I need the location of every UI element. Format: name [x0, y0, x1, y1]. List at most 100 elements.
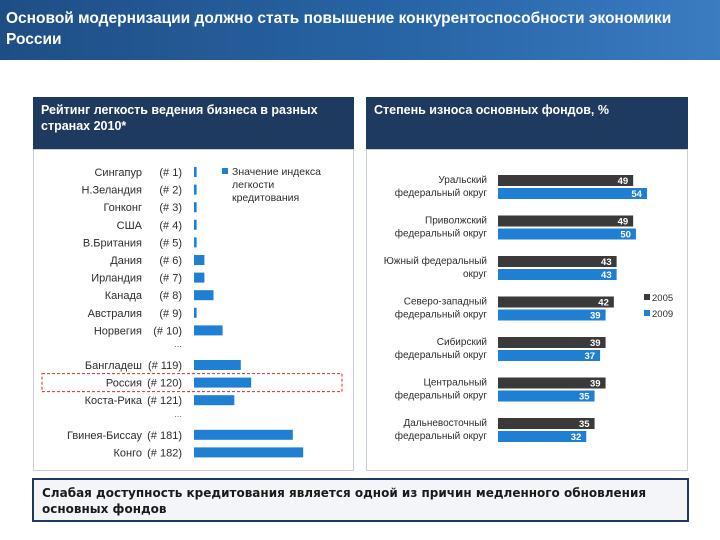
bar-value-label: 35	[579, 392, 590, 403]
country-label: В.Британия	[83, 237, 142, 249]
bar-value-label: 49	[618, 176, 629, 187]
legend-label: 2009	[652, 309, 673, 320]
rank-label: (# 119)	[148, 360, 182, 372]
region-label: федеральный округ	[395, 390, 488, 402]
gap-marker: ...	[174, 409, 182, 419]
region-label: федеральный округ	[395, 228, 488, 240]
bar-value-label: 39	[590, 379, 601, 390]
legend-label: Значение индекса	[232, 166, 321, 178]
rank-label: (# 3)	[159, 202, 182, 214]
region-label: федеральный округ	[395, 309, 488, 321]
rank-label: (# 1)	[159, 167, 182, 179]
country-label: Россия	[106, 378, 142, 390]
rank-label: (# 6)	[159, 255, 182, 267]
region-bar-2009	[498, 431, 587, 442]
rank-label: (# 10)	[153, 325, 182, 337]
region-label: Уральский	[438, 175, 487, 186]
bar-value-label: 42	[598, 298, 609, 309]
ease-of-business-chart: Сингапур (# 1) Н.Зеландия (# 2) Гонконг (# 3)…	[41, 166, 343, 459]
region-bar-2005	[498, 337, 606, 348]
bar-value-label: 43	[601, 270, 612, 281]
region-label: Южный федеральный	[384, 255, 487, 267]
region-bar-2009	[498, 309, 606, 321]
country-label: Коста-Рика	[85, 395, 143, 407]
conclusion-box: Слабая доступность кредитования является…	[32, 478, 689, 522]
rank-label: (# 9)	[159, 308, 182, 320]
region-label: федеральный округ	[395, 187, 488, 199]
country-bar	[194, 255, 205, 265]
bar-value-label: 43	[601, 257, 612, 268]
country-bar	[194, 325, 223, 336]
header-bar: Основой модернизации должно стать повыше…	[0, 0, 720, 60]
country-bar	[194, 447, 304, 458]
rank-label: (# 8)	[159, 290, 182, 302]
rank-label: (# 181)	[147, 430, 182, 442]
legend-label: 2005	[652, 293, 673, 304]
region-bar-2005	[498, 377, 606, 389]
legend-swatch	[644, 294, 650, 300]
country-label: Австралия	[88, 308, 142, 320]
bar-value-label: 32	[571, 432, 582, 443]
left-chart-panel: Сингапур (# 1) Н.Зеландия (# 2) Гонконг (# 3)…	[33, 149, 354, 471]
country-bar	[194, 395, 235, 406]
country-bar	[194, 219, 197, 230]
rank-label: (# 182)	[147, 447, 182, 459]
country-label: Бангладеш	[85, 360, 142, 372]
region-bar-2009	[498, 350, 601, 361]
gap-marker: ...	[174, 339, 182, 349]
rank-label: (# 120)	[147, 378, 182, 390]
right-panel-title: Степень износа основных фондов, %	[366, 97, 688, 149]
country-label: Н.Зеландия	[81, 185, 142, 197]
country-bar	[194, 360, 241, 370]
bar-value-label: 50	[620, 230, 631, 241]
region-bar-2005	[498, 175, 634, 186]
country-label: Сингапур	[94, 167, 142, 179]
country-label: Конго	[114, 447, 143, 459]
region-bar-2009	[498, 390, 595, 402]
region-bar-2009	[498, 228, 636, 240]
region-label: Приволжский	[425, 216, 487, 227]
bar-value-label: 37	[584, 351, 595, 362]
region-bar-2005	[498, 296, 614, 308]
region-label: Дальневосточный	[403, 418, 487, 429]
highlight-frame	[41, 373, 343, 393]
country-label: Канада	[105, 290, 143, 302]
rank-label: (# 4)	[159, 220, 182, 232]
country-bar	[194, 377, 252, 388]
region-bar-2005	[498, 215, 634, 227]
country-label: Гвинея-Биссау	[67, 430, 142, 442]
rank-label: (# 7)	[159, 273, 182, 285]
region-label: Сибирский	[437, 336, 487, 348]
bar-value-label: 35	[579, 419, 590, 430]
country-label: Норвегия	[94, 325, 142, 337]
country-bar	[194, 184, 197, 195]
country-label: Гонконг	[103, 202, 142, 214]
rank-label: (# 121)	[147, 395, 182, 407]
bar-value-label: 49	[618, 217, 629, 228]
right-chart-panel: Уральский федеральный округ 49 54 Приволжски…	[366, 149, 688, 471]
region-label: округ	[463, 269, 487, 280]
country-label: США	[117, 220, 143, 232]
bar-value-label: 54	[631, 189, 642, 200]
country-bar	[194, 202, 197, 213]
region-label: Северо-западный	[404, 297, 487, 308]
legend-swatch	[644, 310, 650, 316]
country-bar	[194, 272, 205, 283]
region-bar-2009	[498, 269, 617, 280]
country-label: Ирландия	[91, 273, 142, 285]
left-panel-title: Рейтинг легкость ведения бизнеса в разны…	[33, 97, 354, 149]
page-title: Основой модернизации должно стать повыше…	[6, 10, 672, 48]
legend-label: легкости	[232, 179, 274, 191]
country-bar	[194, 429, 293, 440]
country-bar	[194, 237, 197, 248]
region-label: федеральный округ	[395, 349, 488, 361]
region-bar-2005	[498, 418, 595, 429]
region-bar-2005	[498, 256, 617, 267]
country-bar	[194, 290, 214, 301]
legend-swatch	[222, 168, 228, 174]
region-label: федеральный округ	[395, 430, 488, 442]
rank-label: (# 5)	[159, 237, 182, 249]
rank-label: (# 2)	[159, 185, 182, 197]
bar-value-label: 39	[590, 338, 601, 349]
